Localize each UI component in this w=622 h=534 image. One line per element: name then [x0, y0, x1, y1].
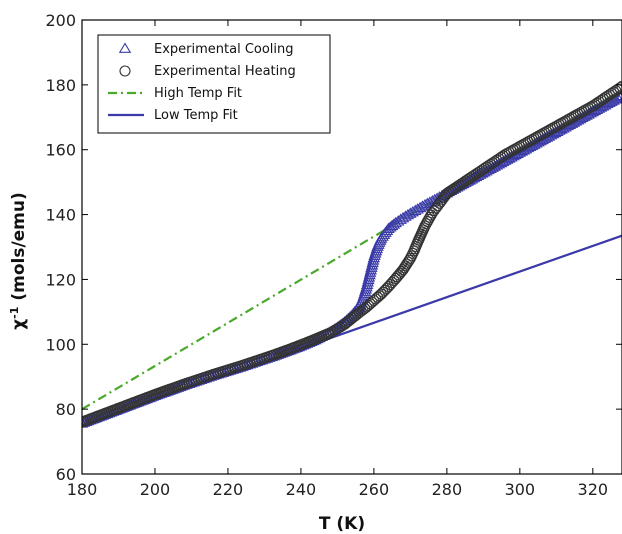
legend-item-experimental-heating: Experimental Heating	[119, 64, 296, 79]
experimental-cooling-point	[615, 89, 622, 101]
experimental-heating-point	[396, 265, 408, 278]
legend-box	[97, 34, 331, 134]
experimental-heating-series	[82, 80, 622, 428]
x-axis-title: T (K)	[319, 514, 365, 534]
y-tick-label: 180	[45, 76, 76, 95]
legend-item-high-temp-fit: High Temp Fit	[108, 86, 242, 101]
y-tick-label: 60	[56, 465, 76, 484]
legend-marker-experimental-heating	[119, 65, 131, 77]
x-tick-label: 260	[359, 480, 390, 499]
legend: Experimental Cooling Experimental Heating…	[97, 34, 331, 134]
legend-marker-experimental-cooling	[118, 42, 132, 53]
legend-item-low-temp-fit: Low Temp Fit	[108, 108, 238, 123]
plot-frame	[81, 19, 622, 475]
y-tick-label: 200	[45, 11, 76, 30]
y-axis-title: χ-1 (mols/emu)	[8, 192, 30, 330]
y-axis-title-units: (mols/emu)	[9, 192, 29, 306]
y-tick-label: 140	[45, 206, 76, 225]
y-tick-label: 100	[45, 335, 76, 354]
x-tick-label: 280	[432, 480, 463, 499]
y-tick-label: 80	[56, 400, 76, 419]
x-tick-label: 200	[140, 480, 171, 499]
x-tick-label: 300	[505, 480, 536, 499]
x-tick-label: 180	[67, 480, 98, 499]
y-tick-label: 160	[45, 141, 76, 160]
experimental-heating-point	[384, 278, 396, 291]
ticks-layer: 180 200 220 240 260 280 300 320 60 80 100 120 140 160…	[45, 11, 622, 499]
legend-label: High Temp Fit	[154, 86, 242, 101]
x-tick-label: 240	[286, 480, 317, 499]
x-tick-label: 320	[578, 480, 609, 499]
x-tick-label: 220	[213, 480, 244, 499]
y-tick-label: 120	[45, 270, 76, 289]
experimental-heating-point	[382, 281, 395, 293]
legend-label: Low Temp Fit	[154, 108, 238, 123]
y-axis-title-main: χ	[9, 319, 29, 330]
experimental-heating-point	[614, 82, 622, 94]
experimental-cooling-point	[613, 90, 622, 102]
y-axis-title-superscript: -1	[8, 307, 21, 319]
experimental-heating-point	[616, 80, 622, 93]
data-layer	[82, 80, 622, 428]
legend-item-experimental-cooling: Experimental Cooling	[118, 42, 294, 57]
legend-label: Experimental Cooling	[154, 42, 294, 57]
legend-label: Experimental Heating	[154, 64, 296, 79]
